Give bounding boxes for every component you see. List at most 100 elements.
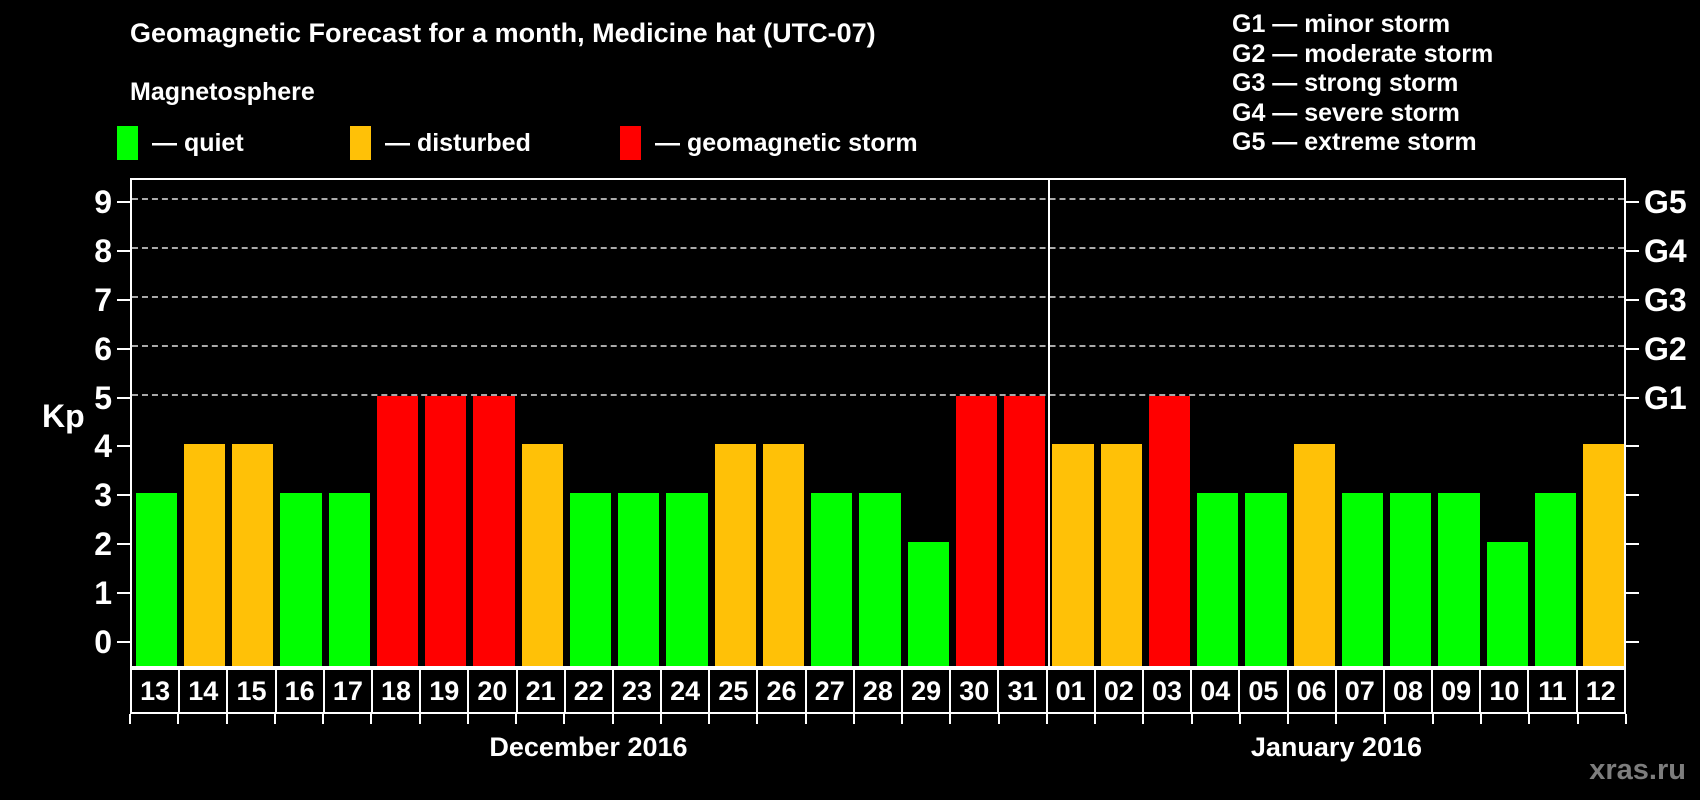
day-label-11: 11 [1527,668,1578,714]
right-axis-tick-0 [1626,641,1639,643]
right-axis-label-g2: G2 [1644,330,1687,367]
day-axis-tick [1576,714,1579,724]
left-axis-tick-4 [117,445,130,448]
magnetosphere-label: Magnetosphere [130,78,315,106]
day-axis-tick [515,714,518,724]
y-axis-label-9: 9 [94,183,112,220]
day-axis-tick [418,714,421,724]
right-axis-label-g4: G4 [1644,232,1687,269]
bar-day-26 [762,444,805,666]
left-axis-tick-8 [117,249,130,252]
legend-label-disturbed: — disturbed [385,128,531,157]
right-axis-tick-2 [1626,543,1639,546]
bar-day-03 [1148,395,1191,666]
day-label-05: 05 [1238,668,1289,714]
month-label-december: December 2016 [489,732,688,762]
day-axis-tick [804,714,807,724]
legend-label-storm: — geomagnetic storm [655,128,918,157]
day-axis-tick [225,714,228,724]
day-label-07: 07 [1334,668,1385,714]
left-axis-tick-6 [117,347,130,350]
g5-legend-line: G5 — extreme storm [1232,128,1477,157]
g-scale-legend: G1 — minor storm G2 — moderate storm G3 … [1232,10,1493,158]
day-label-16: 16 [274,668,325,714]
day-label-28: 28 [852,668,903,714]
day-axis-tick [1094,714,1097,724]
y-axis-label-6: 6 [94,330,112,367]
left-axis-tick-1 [117,592,130,595]
day-label-31: 31 [997,668,1048,714]
day-label-17: 17 [322,668,373,714]
bar-day-21 [521,444,563,666]
right-axis-tick-9 [1626,200,1639,203]
legend-item-disturbed: — disturbed [350,124,531,162]
day-label-12: 12 [1575,668,1626,714]
day-axis-tick [1190,714,1193,724]
day-label-02: 02 [1093,668,1144,714]
legend-label-quiet: — quiet [152,128,244,157]
day-axis-tick [659,714,662,724]
gridline-kp7 [132,295,1624,298]
right-axis-tick-5 [1626,396,1639,399]
day-axis-tick [949,714,952,724]
day-label-18: 18 [370,668,422,714]
month-separator-line [1047,180,1050,666]
day-axis-tick [129,714,131,724]
day-label-13: 13 [130,668,181,714]
bar-day-01 [1052,444,1094,666]
y-axis-label-8: 8 [94,232,112,269]
day-axis-tick [1142,714,1145,724]
month-label-january: January 2016 [1250,732,1422,762]
day-axis-tick [273,714,276,724]
day-axis-tick [1287,714,1290,724]
day-axis-tick [1383,714,1386,724]
bar-day-27 [811,493,853,666]
day-label-21: 21 [515,668,566,714]
bar-day-12 [1583,444,1625,666]
quiet-color-swatch-icon [117,126,138,160]
day-axis-tick [756,714,759,724]
left-axis-tick-3 [117,494,130,497]
plot-area [130,178,1626,668]
day-label-27: 27 [804,668,855,714]
bar-day-31 [1004,395,1046,666]
g1-legend-line: G1 — minor storm [1232,10,1451,38]
left-axis-tick-5 [117,396,130,399]
right-axis-label-g1: G1 [1644,379,1687,416]
day-label-24: 24 [660,668,711,714]
bar-day-06 [1293,444,1335,666]
disturbed-color-swatch-icon [350,126,371,160]
day-axis-tick [901,714,904,724]
day-axis-tick [370,714,373,724]
bar-day-19 [425,395,467,666]
bar-day-24 [666,493,708,666]
day-axis-tick [322,714,325,724]
bar-day-04 [1197,493,1239,666]
right-axis-tick-6 [1626,347,1639,350]
y-axis-label-3: 3 [94,477,112,514]
right-axis-tick-4 [1626,445,1639,448]
right-axis-label-g5: G5 [1644,183,1687,220]
day-label-04: 04 [1190,668,1241,714]
bar-day-14 [183,444,225,666]
legend-item-storm: — geomagnetic storm [620,124,918,162]
y-axis-title: Kp [42,398,85,435]
gridline-kp5 [132,393,1624,396]
day-label-30: 30 [949,668,1000,714]
g3-legend-line: G3 — strong storm [1232,69,1459,98]
day-axis-tick [1335,714,1338,724]
day-label-14: 14 [178,668,229,714]
right-axis-tick-1 [1626,592,1639,595]
bar-day-17 [328,493,370,666]
bar-day-25 [714,444,756,666]
bar-day-07 [1341,493,1384,666]
day-axis-tick [466,714,469,724]
storm-color-swatch-icon [620,126,641,160]
bar-day-18 [376,395,419,666]
legend-item-quiet: — quiet [117,124,244,162]
day-label-29: 29 [901,668,952,714]
gridline-kp9 [132,197,1624,200]
day-label-08: 08 [1382,668,1434,714]
day-label-06: 06 [1286,668,1337,714]
bar-day-13 [135,493,177,666]
